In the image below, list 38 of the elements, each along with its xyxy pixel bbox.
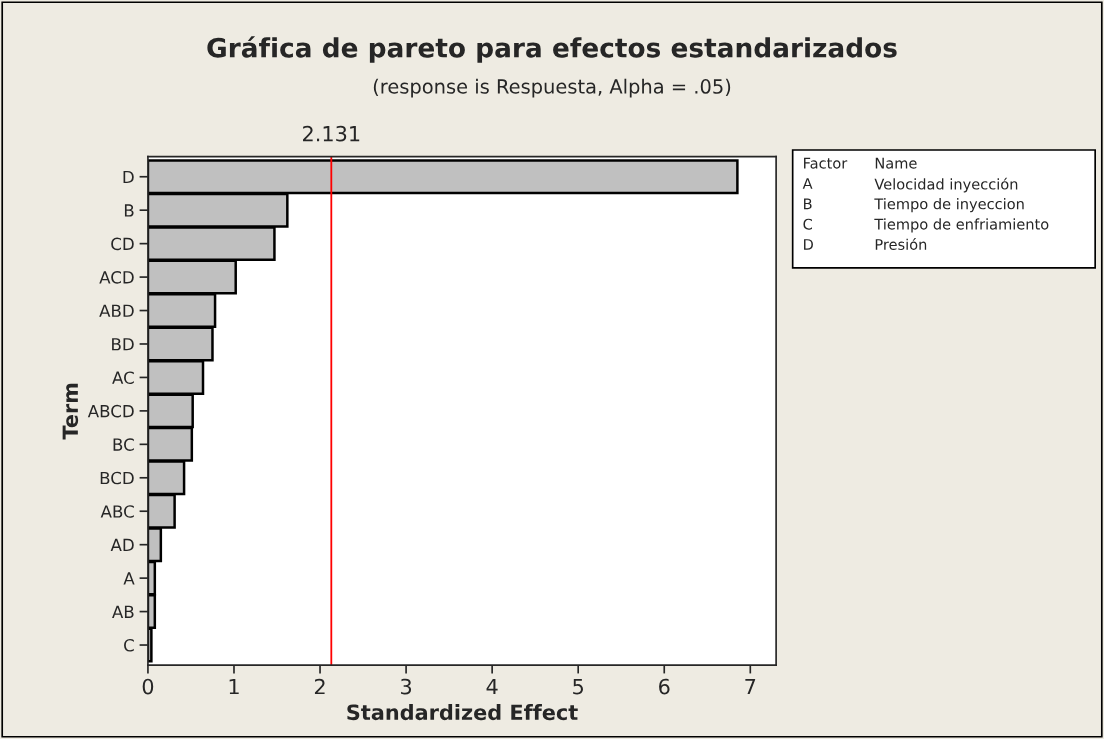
x-axis-title: Standardized Effect — [347, 704, 578, 721]
x-tick-label: 6 — [659, 678, 670, 695]
text: Factor — [804, 157, 848, 169]
chart-subtitle: (response is Respuesta, Alpha = .05) — [373, 78, 731, 98]
y-tick-label: AD — [110, 538, 134, 552]
chart-title: Gráfica de pareto para efectos estandarizados — [207, 36, 897, 63]
x-tick-label: 1 — [229, 678, 239, 695]
x-tick-label: 5 — [573, 678, 583, 695]
text: Velocidad inyección — [874, 177, 1018, 193]
x-tick-label: 4 — [486, 678, 498, 695]
y-tick-label: ABCD — [87, 404, 134, 418]
y-tick-label: BD — [112, 338, 134, 351]
text: Tiempo de inyeccion — [874, 198, 1024, 213]
y-tick-label: AC — [112, 371, 134, 384]
y-tick-label: ACD — [99, 271, 134, 284]
text: C — [803, 218, 812, 230]
text: A — [802, 178, 813, 189]
text: Name — [875, 157, 917, 169]
y-tick-label: ABC — [100, 505, 134, 518]
y-tick-label: BC — [113, 438, 134, 451]
x-tick-label: 7 — [745, 678, 756, 695]
y-tick-label: A — [123, 572, 135, 585]
text: B — [804, 198, 812, 210]
y-tick-label: CD — [111, 237, 134, 251]
x-tick-label: 0 — [142, 678, 154, 695]
y-tick-label: C — [124, 638, 134, 652]
y-tick-label: AB — [112, 605, 134, 618]
y-axis-title: Term — [62, 383, 79, 440]
y-tick-label: ABD — [99, 304, 134, 317]
x-tick-label: 2 — [314, 678, 325, 695]
text: Presión — [875, 238, 927, 250]
y-tick-label: BCD — [100, 471, 134, 485]
text: D — [804, 239, 813, 250]
y-tick-label: D — [123, 170, 134, 184]
y-tick-label: B — [124, 204, 134, 217]
text: Tiempo de enfriamiento — [874, 218, 1049, 233]
ref-line-label: 2.131 — [303, 125, 360, 142]
x-tick-label: 3 — [401, 678, 412, 695]
